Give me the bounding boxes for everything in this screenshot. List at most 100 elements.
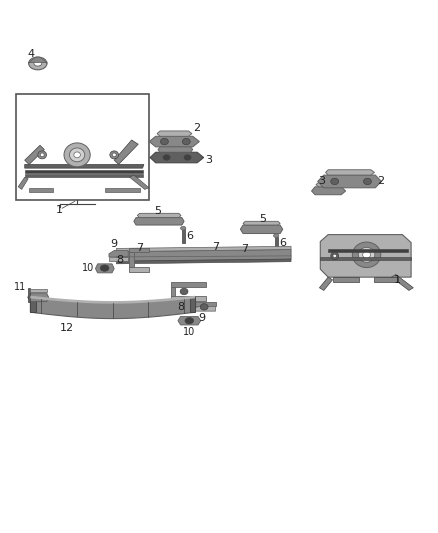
Bar: [16, 94, 149, 200]
Ellipse shape: [333, 254, 336, 257]
Ellipse shape: [160, 139, 168, 145]
Polygon shape: [149, 136, 199, 147]
Polygon shape: [30, 289, 46, 292]
Text: 8: 8: [117, 255, 124, 265]
Ellipse shape: [363, 252, 371, 259]
Polygon shape: [117, 259, 291, 264]
Ellipse shape: [64, 143, 90, 167]
Polygon shape: [374, 277, 398, 282]
Ellipse shape: [40, 153, 44, 157]
Polygon shape: [193, 302, 215, 306]
Text: 2: 2: [377, 176, 384, 187]
Polygon shape: [171, 296, 206, 301]
Ellipse shape: [364, 178, 371, 184]
Text: 6: 6: [187, 231, 194, 241]
Polygon shape: [30, 297, 35, 312]
Ellipse shape: [182, 139, 190, 145]
Polygon shape: [18, 177, 28, 189]
Polygon shape: [171, 287, 175, 296]
Text: 8: 8: [177, 302, 184, 312]
Ellipse shape: [185, 318, 194, 324]
Polygon shape: [25, 169, 143, 173]
Text: 4: 4: [27, 49, 35, 59]
Polygon shape: [158, 147, 193, 152]
Ellipse shape: [38, 151, 46, 159]
Polygon shape: [117, 249, 291, 261]
Text: 5: 5: [259, 214, 266, 224]
Text: 3: 3: [205, 155, 212, 165]
Text: 10: 10: [82, 263, 95, 272]
Ellipse shape: [180, 288, 188, 295]
Polygon shape: [130, 266, 149, 272]
Polygon shape: [28, 293, 49, 302]
Ellipse shape: [331, 252, 339, 260]
Ellipse shape: [112, 153, 116, 157]
Ellipse shape: [100, 265, 109, 271]
Polygon shape: [114, 140, 138, 165]
Polygon shape: [109, 251, 128, 257]
Polygon shape: [275, 237, 278, 249]
Polygon shape: [319, 277, 332, 290]
Polygon shape: [29, 188, 53, 192]
Polygon shape: [178, 317, 201, 325]
Polygon shape: [190, 297, 195, 312]
Ellipse shape: [70, 148, 85, 162]
Ellipse shape: [110, 151, 119, 159]
Polygon shape: [25, 174, 143, 177]
Text: 2: 2: [193, 123, 200, 133]
Polygon shape: [325, 169, 374, 175]
Polygon shape: [25, 146, 44, 165]
Text: 11: 11: [14, 282, 26, 292]
Polygon shape: [311, 187, 346, 195]
Polygon shape: [332, 277, 359, 282]
Polygon shape: [320, 257, 411, 260]
Ellipse shape: [274, 234, 279, 238]
Text: 1: 1: [56, 205, 63, 215]
Polygon shape: [392, 274, 413, 290]
Ellipse shape: [74, 152, 81, 158]
Text: 1: 1: [394, 275, 401, 285]
Polygon shape: [106, 188, 141, 192]
Polygon shape: [320, 235, 411, 277]
Polygon shape: [316, 182, 340, 187]
Polygon shape: [171, 282, 206, 287]
Ellipse shape: [163, 155, 170, 160]
Polygon shape: [30, 297, 195, 319]
Polygon shape: [328, 249, 408, 252]
Polygon shape: [28, 288, 30, 302]
Polygon shape: [150, 152, 204, 163]
Polygon shape: [28, 57, 47, 63]
Ellipse shape: [34, 61, 42, 66]
Ellipse shape: [353, 242, 381, 268]
Ellipse shape: [180, 227, 186, 230]
Polygon shape: [243, 221, 280, 225]
Polygon shape: [130, 252, 134, 266]
Polygon shape: [95, 264, 114, 273]
Polygon shape: [130, 248, 149, 252]
Text: 9: 9: [198, 313, 205, 323]
Text: 7: 7: [136, 243, 143, 253]
Polygon shape: [318, 175, 381, 188]
Ellipse shape: [358, 247, 375, 262]
Text: 10: 10: [183, 327, 195, 337]
Polygon shape: [134, 217, 184, 225]
Polygon shape: [157, 131, 192, 136]
Ellipse shape: [331, 178, 339, 184]
Text: 9: 9: [110, 239, 117, 249]
Text: 7: 7: [241, 244, 248, 254]
Text: 5: 5: [154, 206, 161, 216]
Polygon shape: [130, 175, 149, 189]
Text: 3: 3: [318, 176, 325, 187]
Polygon shape: [193, 306, 215, 311]
Polygon shape: [30, 296, 195, 304]
Polygon shape: [25, 165, 144, 168]
Ellipse shape: [28, 57, 47, 70]
Ellipse shape: [200, 304, 208, 310]
Polygon shape: [117, 246, 291, 252]
Polygon shape: [240, 225, 283, 233]
Text: 7: 7: [212, 242, 219, 252]
Text: 12: 12: [60, 323, 74, 333]
Text: 6: 6: [279, 238, 286, 248]
Polygon shape: [138, 213, 181, 217]
Ellipse shape: [184, 155, 191, 160]
